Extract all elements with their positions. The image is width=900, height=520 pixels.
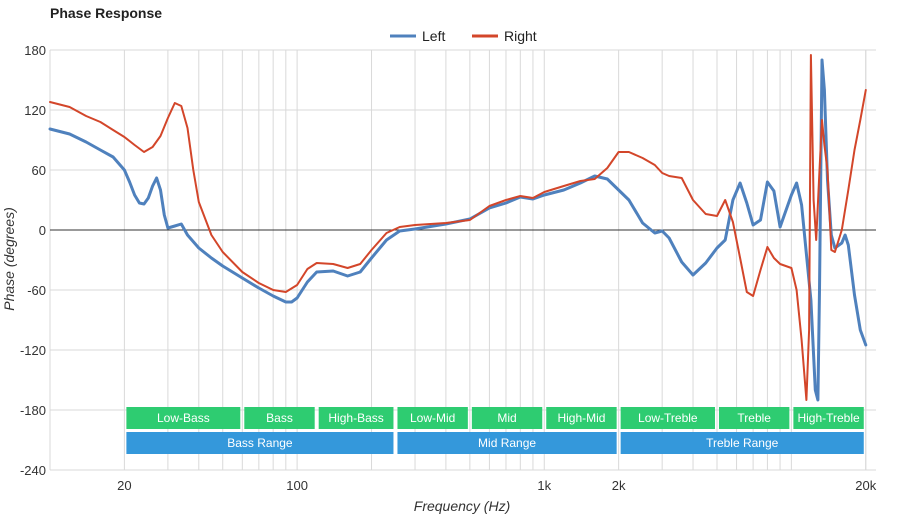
band-low-treble (620, 407, 715, 429)
x-tick-label: 2k (612, 478, 626, 493)
band-label: High-Mid (557, 411, 605, 425)
x-tick-label: 20k (855, 478, 876, 493)
band-label: Low-Treble (638, 411, 698, 425)
x-axis-title: Frequency (Hz) (414, 498, 510, 514)
legend-label-right: Right (504, 28, 537, 44)
band-high-mid (546, 407, 617, 429)
series-line-right (49, 54, 867, 401)
chart-title: Phase Response (50, 5, 163, 21)
band-label: Low-Bass (157, 411, 210, 425)
band-high-bass (318, 407, 394, 429)
band-mid-range (397, 432, 617, 454)
band-bass (244, 407, 315, 429)
y-tick-label: -180 (20, 403, 46, 418)
y-tick-label: -60 (27, 283, 46, 298)
y-tick-label: 120 (24, 103, 46, 118)
band-label: Bass (266, 411, 293, 425)
band-mid (471, 407, 543, 429)
x-tick-label: 100 (286, 478, 308, 493)
tick-label-layer: 180 120 60 0 -60 -120 -180 -240 20 100 1k 2k 20k (20, 43, 877, 493)
frequency-band-layer: Low-Bass Bass High-Bass Low-Mid Mid High-Mid L… (126, 407, 864, 454)
band-label: Mid (497, 411, 516, 425)
y-axis-title: Phase (degrees) (1, 207, 17, 311)
band-high-treble (793, 407, 864, 429)
y-tick-label: 0 (39, 223, 46, 238)
band-label: Low-Mid (410, 411, 455, 425)
x-tick-label: 20 (117, 478, 131, 493)
y-tick-label: 60 (32, 163, 46, 178)
band-bass-range (126, 432, 394, 454)
series-layer (48, 54, 868, 402)
y-tick-label: 180 (24, 43, 46, 58)
band-label: High-Bass (328, 411, 383, 425)
band-label: High-Treble (797, 411, 860, 425)
legend-label-left: Left (422, 28, 445, 44)
band-label: Mid Range (478, 436, 536, 450)
x-tick-label: 1k (537, 478, 551, 493)
band-label: Bass Range (227, 436, 293, 450)
legend: Left Right (390, 28, 537, 44)
series-line-left (48, 58, 868, 402)
band-label: Treble (737, 411, 771, 425)
grid-layer (49, 49, 876, 471)
band-label: Treble Range (706, 436, 779, 450)
band-treble (718, 407, 790, 429)
band-low-bass (126, 407, 241, 429)
band-low-mid (397, 407, 468, 429)
band-treble-range (620, 432, 864, 454)
y-tick-label: -120 (20, 343, 46, 358)
y-tick-label: -240 (20, 463, 46, 478)
